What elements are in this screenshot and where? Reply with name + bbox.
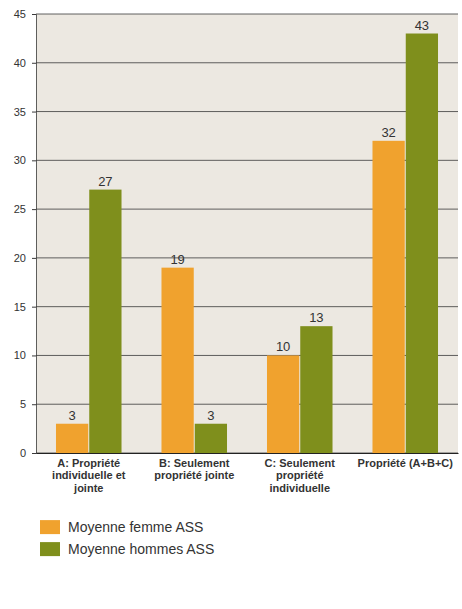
y-tick-mark [32,160,36,161]
chart: 0 5 10 15 20 25 30 35 40 45 3 19 10 32 27 3 13 43 A: Propr… [0,0,462,609]
legend: Moyenne femme ASS Moyenne hommes ASS [40,519,214,557]
y-tick-mark [32,453,36,454]
x-axis: A: Propriétéindividuelle etjointe B: Seul… [37,453,459,494]
y-tick: 20 [14,252,36,264]
data-label: 13 [309,310,323,325]
x-tick: B: Seulementpropriété jointe [154,453,234,481]
data-label: 27 [98,174,112,189]
legend-item: Moyenne femme ASS [40,519,203,535]
y-tick-mark [32,307,36,308]
y-tick-label: 35 [14,106,26,118]
grid-line [36,62,458,63]
x-tick-label: C: Seulementpropriétéindividuelle [265,457,336,494]
legend-item: Moyenne hommes ASS [40,541,214,557]
x-tick-label: B: Seulementpropriété jointe [154,457,234,482]
x-tick-label: A: Propriétéindividuelle etjointe [52,457,126,494]
bar [406,34,438,453]
plot: 0 5 10 15 20 25 30 35 40 45 3 19 10 32 27 3 13 43 A: Propr… [14,8,459,494]
legend-label: Moyenne femme ASS [68,519,203,535]
legend-swatch [40,542,60,556]
data-label: 43 [415,18,429,33]
bar [372,141,404,453]
y-tick: 0 [20,447,36,459]
y-axis-line [32,15,37,454]
y-tick: 30 [14,154,36,166]
y-tick-label: 5 [20,398,26,410]
data-label: 3 [69,408,76,423]
y-tick-label: 15 [14,301,26,313]
bar [56,424,88,453]
y-tick-mark [32,209,36,210]
y-tick: 10 [14,349,36,361]
y-tick: 35 [14,106,36,118]
x-axis-line [37,453,459,454]
y-tick: 15 [14,301,36,313]
bars [56,34,438,453]
y-tick: 45 [14,8,36,20]
y-tick-mark [32,404,36,405]
data-label: 19 [170,252,184,267]
y-tick-label: 10 [14,349,26,361]
data-label: 10 [276,339,290,354]
grid-line [36,14,458,15]
y-tick-mark [32,14,36,15]
bar [300,326,332,453]
x-tick: C: Seulementpropriétéindividuelle [265,453,336,494]
y-tick: 25 [14,203,36,215]
legend-label: Moyenne hommes ASS [68,541,214,557]
grid-line [36,111,458,112]
bar [267,355,299,453]
y-tick-label: 25 [14,203,26,215]
y-axis: 0 5 10 15 20 25 30 35 40 45 [14,8,37,459]
y-tick-label: 45 [14,8,26,20]
y-tick-label: 30 [14,154,26,166]
x-tick-label: Propriété (A+B+C) [358,457,454,469]
bar [89,190,121,453]
y-tick-label: 0 [20,447,26,459]
x-tick: Propriété (A+B+C) [358,453,454,469]
y-tick-mark [32,63,36,64]
grid [36,14,458,453]
y-tick-label: 20 [14,252,26,264]
bar [195,424,227,453]
data-label: 32 [381,125,395,140]
y-tick-label: 40 [14,57,26,69]
y-tick-mark [32,112,36,113]
y-tick: 40 [14,57,36,69]
y-tick-mark [32,258,36,259]
y-tick-mark [32,355,36,356]
bar [161,268,193,453]
plot-background [36,14,458,453]
legend-swatch [40,520,60,534]
x-tick: A: Propriétéindividuelle etjointe [52,453,126,494]
data-labels: 3 19 10 32 27 3 13 43 [69,18,430,423]
y-tick: 5 [20,398,36,410]
data-label: 3 [207,408,214,423]
